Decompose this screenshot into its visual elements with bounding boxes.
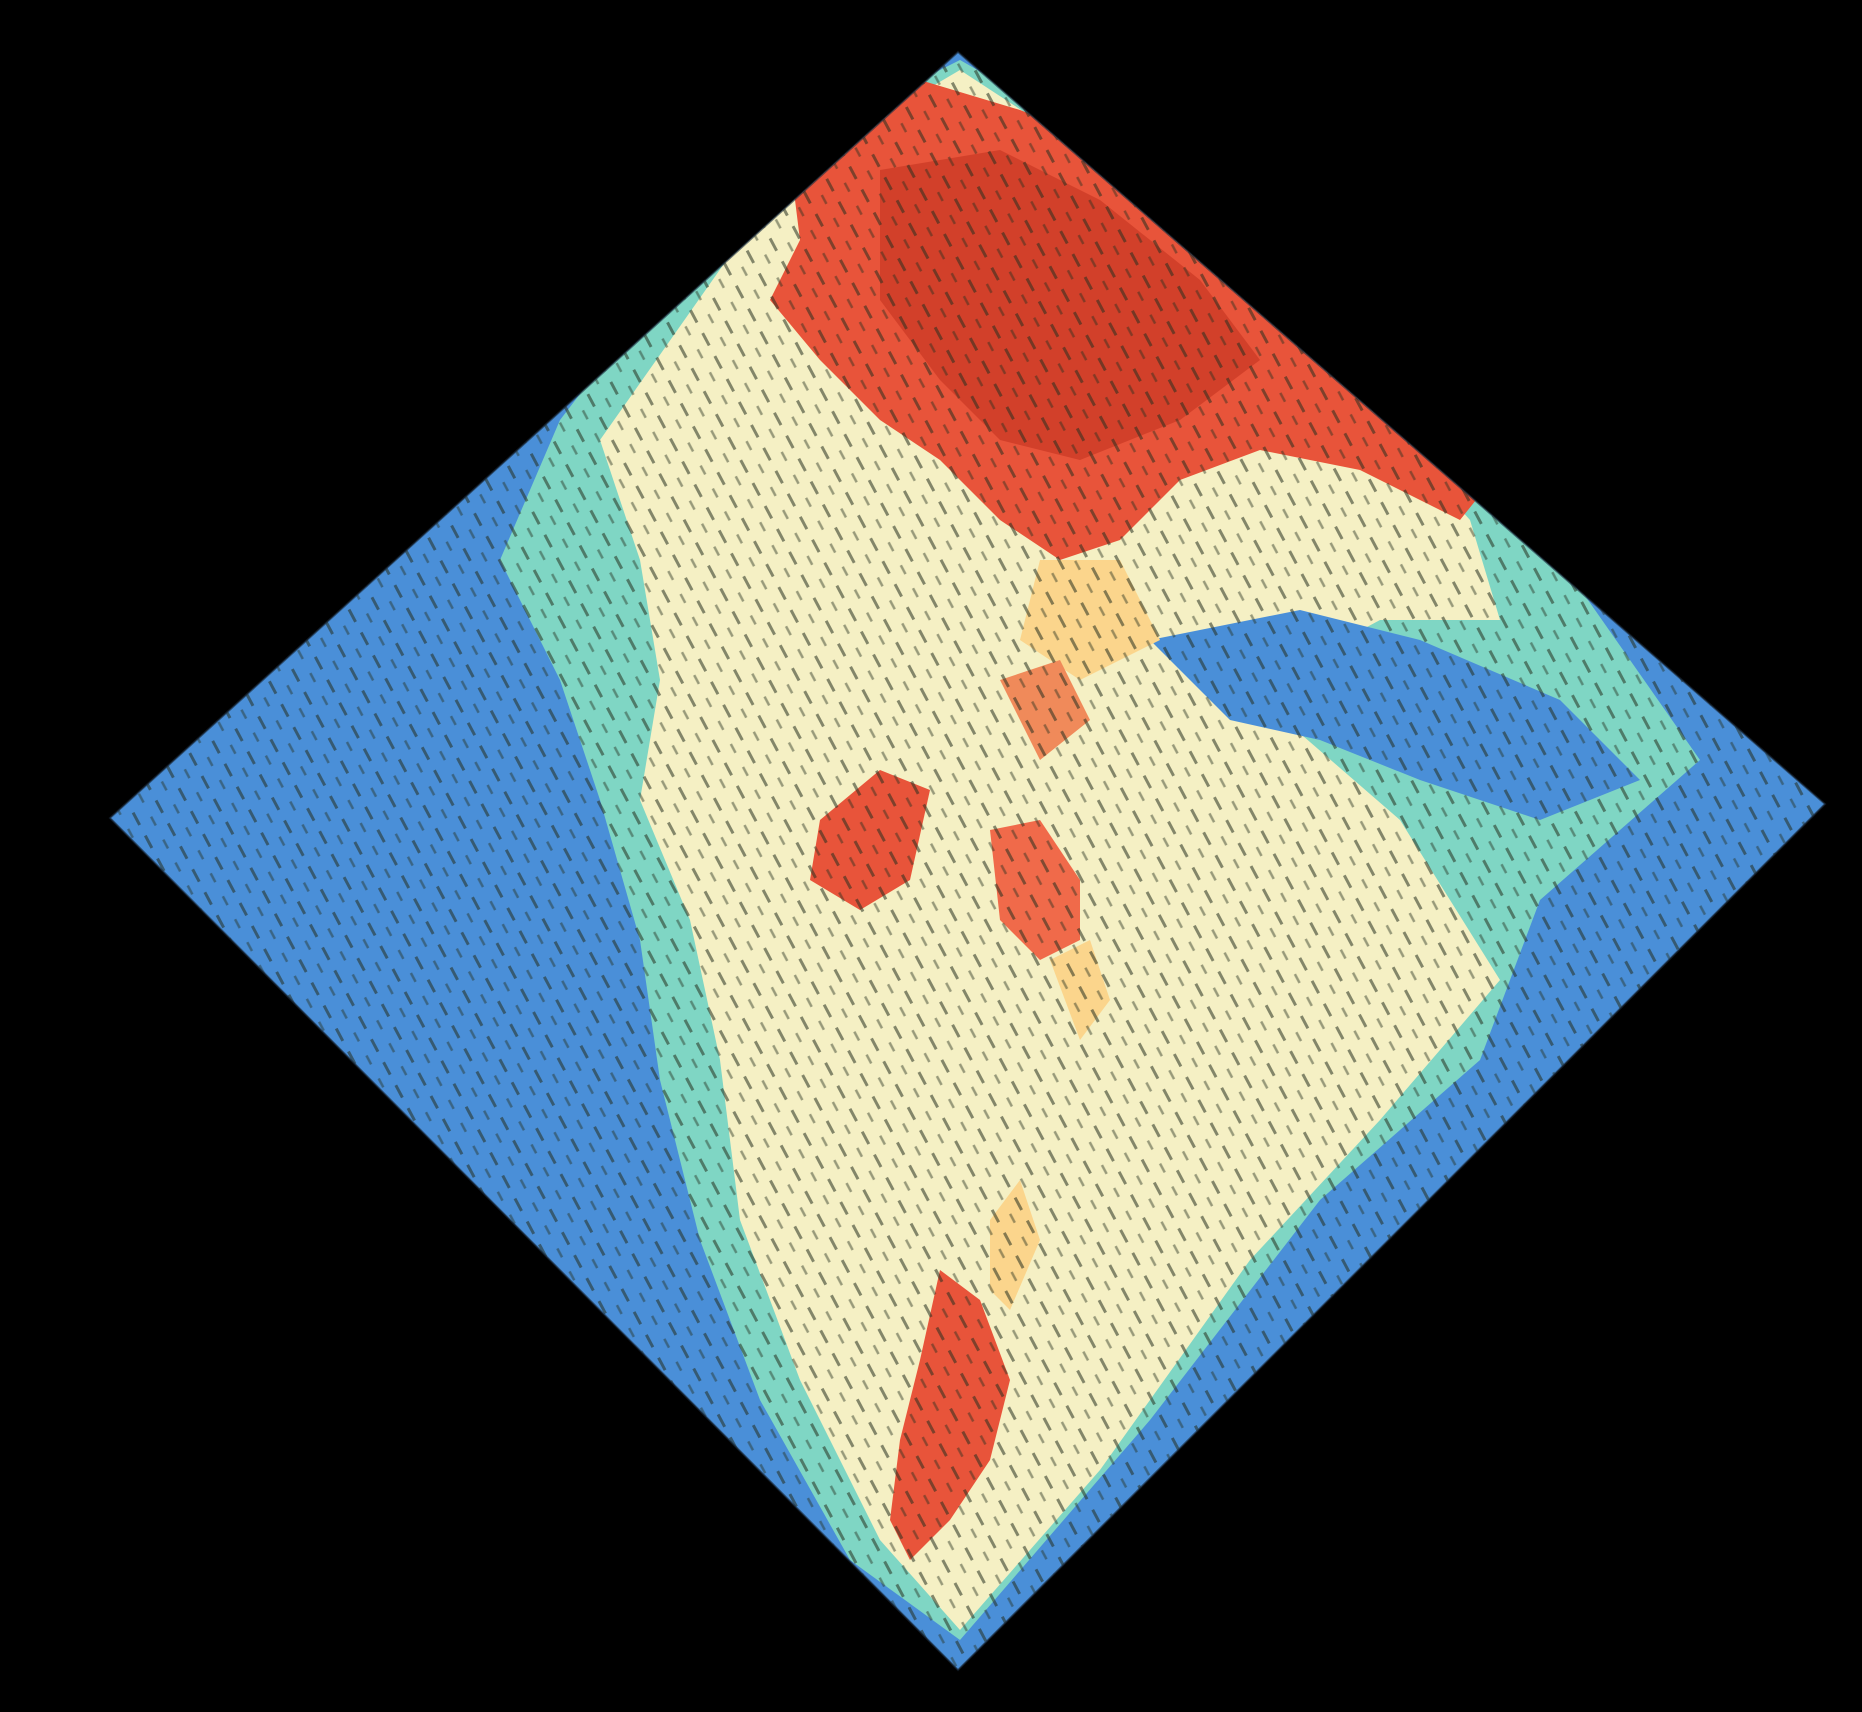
terrain-edge bbox=[108, 50, 1827, 1672]
terrain-roughness-texture bbox=[110, 52, 1825, 1670]
terrain-streak-texture bbox=[110, 52, 1825, 1670]
terrain-surface[interactable] bbox=[110, 52, 1825, 1670]
